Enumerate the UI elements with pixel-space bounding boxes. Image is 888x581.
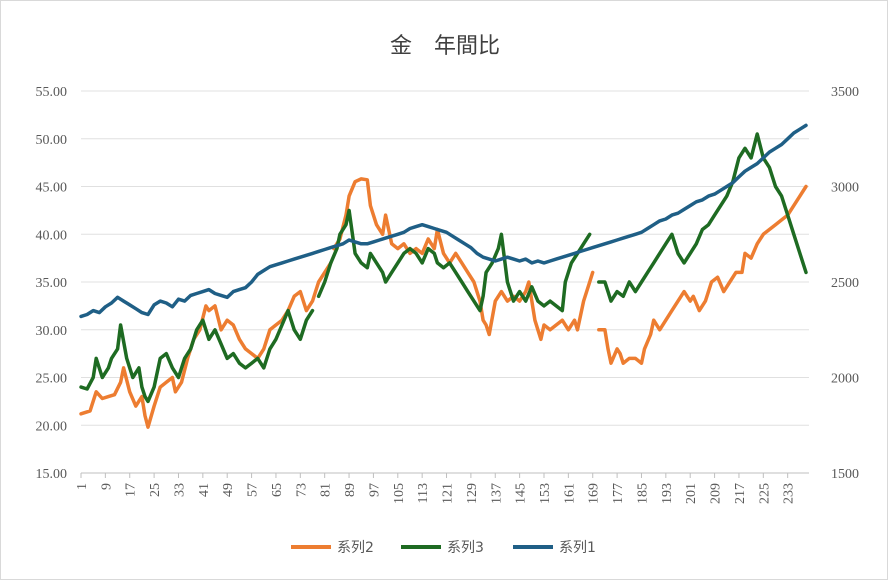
x-tick-label: 129 <box>465 483 480 504</box>
axis-layer: 15.00 20.00 25.00 30.00 35.00 40.00 45.00 50.00… <box>36 85 860 504</box>
x-tick-label: 233 <box>782 483 797 504</box>
x-tick-label: 113 <box>416 483 431 503</box>
series-line <box>597 184 808 365</box>
x-tick-label: 49 <box>221 483 236 497</box>
y-left-tick-label: 30.00 <box>36 324 68 339</box>
x-tick-label: 209 <box>709 483 724 504</box>
chart-title: 金 年間比 <box>390 34 500 59</box>
x-tick-label: 73 <box>294 483 309 497</box>
x-tick-label: 33 <box>172 483 187 497</box>
x-tick-label: 169 <box>587 483 602 504</box>
legend: 系列2 系列3 系列1 <box>291 540 596 556</box>
x-tick-label: 137 <box>489 483 504 504</box>
x-tick-label: 225 <box>757 483 772 504</box>
y-right-tick-label: 1500 <box>831 467 859 482</box>
y-left-tick-label: 50.00 <box>36 133 68 148</box>
y-right-tick-label: 3500 <box>831 85 859 100</box>
y-left-tick-label: 15.00 <box>36 467 68 482</box>
x-tick-label: 161 <box>562 483 577 504</box>
x-tick-label: 57 <box>246 483 261 497</box>
series-line <box>79 308 315 404</box>
x-tick-label: 217 <box>733 483 748 504</box>
y-right-tick-label: 2500 <box>831 276 859 291</box>
x-tick-label: 25 <box>148 483 163 497</box>
x-tick-label: 65 <box>270 483 285 497</box>
series-line <box>316 208 592 313</box>
legend-label: 系列2 <box>337 540 374 556</box>
y-left-tick-label: 55.00 <box>36 85 68 100</box>
x-tick-label: 185 <box>635 483 650 504</box>
grid-layer <box>81 90 809 474</box>
series-layer <box>79 123 808 429</box>
x-tick-label: 81 <box>319 483 334 497</box>
x-tick-label: 17 <box>124 483 139 497</box>
series-系列1 <box>79 123 808 319</box>
x-tick-label: 41 <box>197 483 212 497</box>
y-left-tick-label: 35.00 <box>36 276 68 291</box>
y-left-tick-label: 20.00 <box>36 419 68 434</box>
y-left-tick-label: 25.00 <box>36 372 68 387</box>
series-line <box>332 177 595 342</box>
x-tick-label: 1 <box>75 483 90 490</box>
x-tick-label: 153 <box>538 483 553 504</box>
y-right-tick-label: 3000 <box>831 181 859 196</box>
x-tick-label: 9 <box>99 483 114 490</box>
y-right-tick-label: 2000 <box>831 372 859 387</box>
x-tick-label: 145 <box>514 483 529 504</box>
series-系列2 <box>79 177 808 429</box>
legend-label: 系列1 <box>559 540 596 556</box>
x-tick-label: 89 <box>343 483 358 497</box>
series-系列3 <box>79 132 808 404</box>
legend-label: 系列3 <box>447 540 484 556</box>
x-tick-label: 97 <box>367 483 382 497</box>
x-tick-label: 177 <box>611 483 626 504</box>
series-line <box>597 132 808 303</box>
x-tick-label: 201 <box>684 483 699 504</box>
y-left-tick-label: 40.00 <box>36 228 68 243</box>
series-line <box>79 123 808 319</box>
x-tick-label: 121 <box>441 483 456 504</box>
x-tick-label: 193 <box>660 483 675 504</box>
x-tick-label: 105 <box>392 483 407 504</box>
y-left-tick-label: 45.00 <box>36 181 68 196</box>
